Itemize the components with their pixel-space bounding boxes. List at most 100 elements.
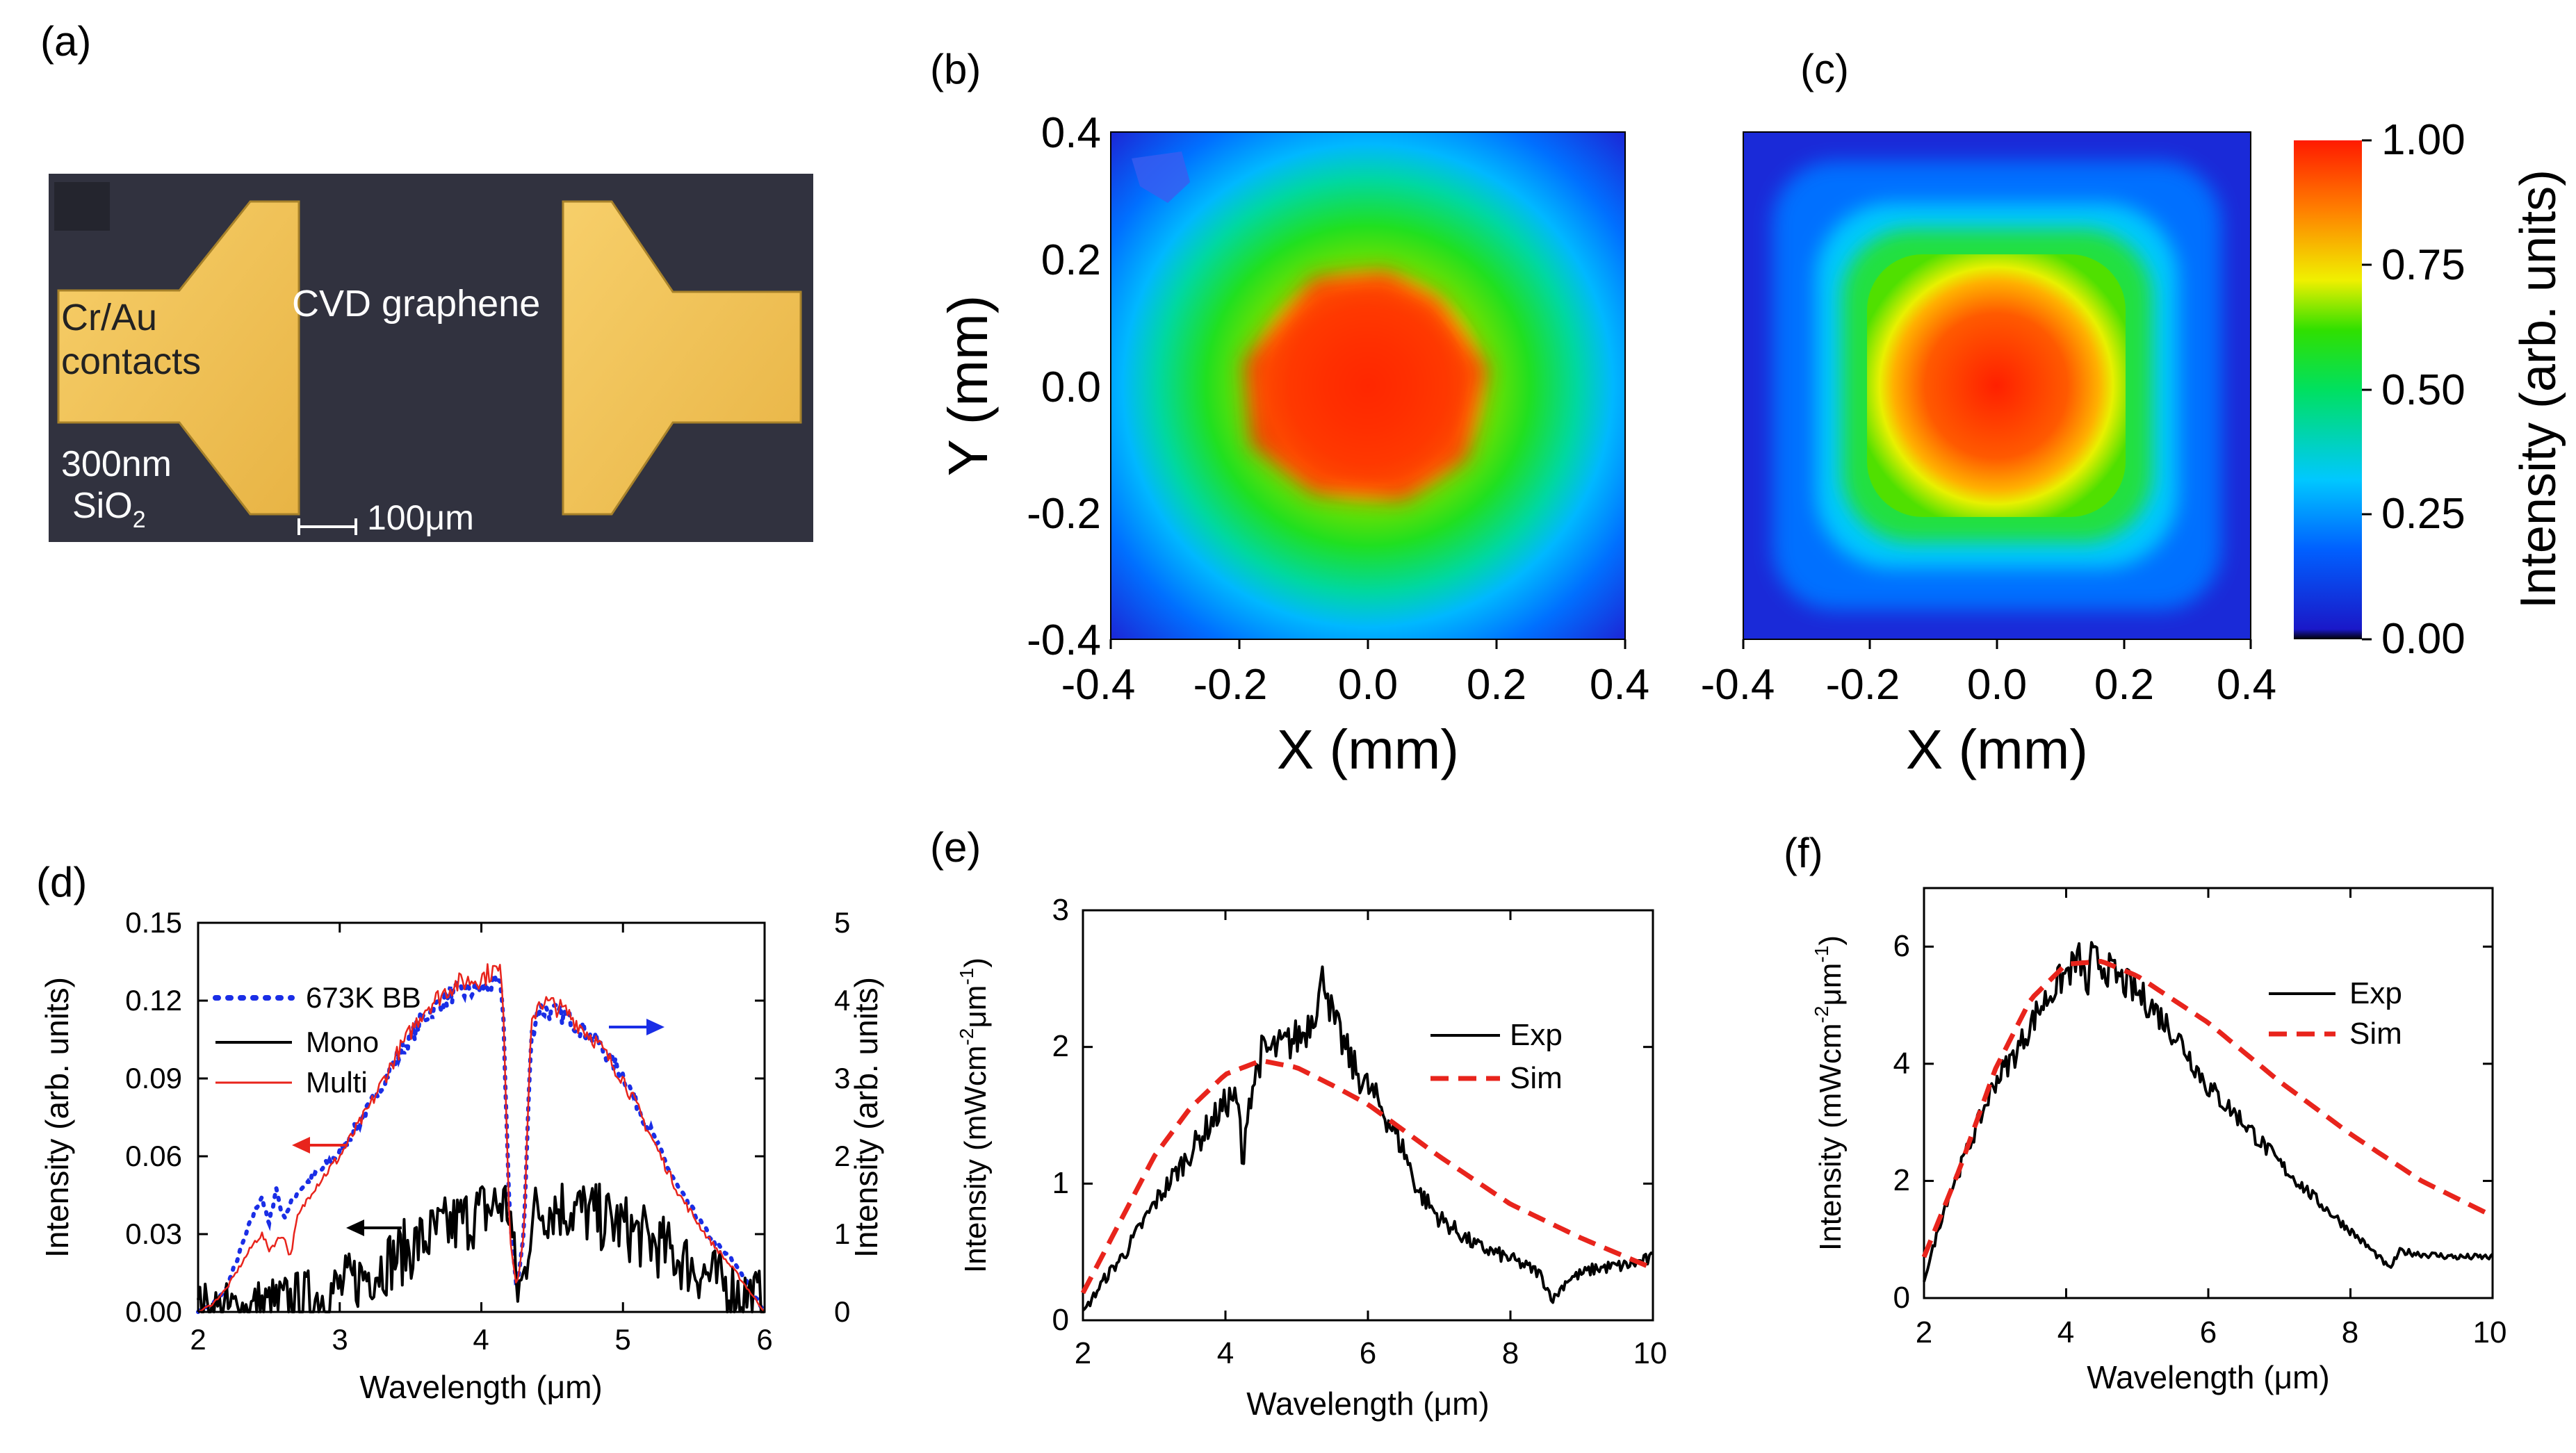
- scale-bar-label: 100μm: [367, 498, 474, 537]
- colorbar-tick-label: 0.50: [2381, 366, 2465, 414]
- heatmap-c-xtick-label: -0.2: [1826, 661, 1900, 709]
- chart-f-ylabel-end: ): [1813, 935, 1848, 946]
- colorbar-label: Intensity (arb. units): [2511, 170, 2566, 609]
- chart-e-ylabel-sup2: -1: [956, 968, 977, 985]
- chart-e-series-exp: [1082, 965, 1654, 1312]
- colorbar-gradient: [2294, 140, 2362, 639]
- colorbar-tick-label: 0.00: [2381, 615, 2465, 663]
- chart-e-xtick-label: 6: [1360, 1336, 1376, 1370]
- chart-e-xtick-label: 4: [1217, 1336, 1234, 1370]
- arrow-blue-right: [609, 1019, 665, 1035]
- chart-e-ylabel-mid: μm: [959, 985, 993, 1028]
- legend-label-exp: Exp: [2349, 976, 2402, 1010]
- colorbar-ticks: [2362, 139, 2372, 641]
- colorbar-tick-label: 0.25: [2381, 490, 2465, 538]
- chart-d-ytick-left: 0.09: [125, 1062, 182, 1094]
- heatmap-b-hotspot: [1244, 271, 1487, 500]
- chart-e-series-sim: [1080, 1058, 1654, 1295]
- legend-label-sim: Sim: [1510, 1061, 1563, 1095]
- legend-label-sim: Sim: [2349, 1017, 2402, 1051]
- chart-f-ylabel-base: Intensity (mWcm: [1813, 1023, 1848, 1251]
- chart-e-xtick-label: 2: [1075, 1336, 1091, 1370]
- heatmap-c-xtick-label: 0.2: [2094, 661, 2154, 709]
- panel-label-c: (c): [1800, 46, 1849, 92]
- chart-f-xtick-label: 2: [1916, 1315, 1932, 1349]
- chart-d-series-mono: [197, 1183, 765, 1313]
- graphene-label: CVD graphene: [292, 283, 540, 325]
- chart-d-xtick-label: 3: [332, 1323, 348, 1356]
- chart-d-xtick-label: 4: [473, 1323, 489, 1356]
- legend-label-mono: Mono: [306, 1026, 379, 1058]
- heatmap-b-ylabel: Y (mm): [937, 295, 999, 477]
- chart-f-ticks-group: [1923, 888, 2494, 1299]
- colorbar: 1.00 0.75 0.50 0.25 0.00 Intensity (arb.…: [2294, 116, 2566, 663]
- chart-e-ylabel-end: ): [959, 958, 993, 968]
- chart-e-ticks-group: [1082, 909, 1654, 1322]
- chart-f-xtick-label: 10: [2473, 1315, 2507, 1349]
- chart-d-xtick-label: 5: [614, 1323, 630, 1356]
- heatmap-b-ytick-label: 0.0: [1041, 363, 1101, 411]
- panel-label-e: (e): [930, 824, 981, 871]
- heatmap-c-core: [1867, 254, 2126, 517]
- chart-d-series-673k-bb: [196, 971, 767, 1314]
- chart-d-ylabel-left: Intensity (arb. units): [39, 977, 75, 1258]
- heatmap-b-xtick-label: -0.2: [1193, 661, 1268, 709]
- chart-f-ytick-label: 2: [1893, 1163, 1910, 1197]
- chart-d-ytick-right: 4: [834, 984, 850, 1017]
- contacts-label-line2: contacts: [61, 340, 201, 382]
- chart-d: 2 3 4 5 6 0.00 0.03 0.06 0.09 0.12 0.15 …: [39, 906, 884, 1405]
- chart-d-ytick-right: 2: [834, 1140, 850, 1172]
- chart-d-ticks-group: [197, 921, 766, 1313]
- heatmap-c: -0.4 -0.2 0.0 0.2 0.4 X (mm): [1701, 131, 2276, 780]
- chart-d-xtick-label: 2: [190, 1323, 206, 1356]
- heatmap-b-ytick-label: 0.2: [1041, 236, 1101, 284]
- oxide-label-sub: 2: [133, 507, 146, 533]
- chart-d-ytick-left: 0.03: [125, 1217, 182, 1250]
- heatmap-b-xtick-label: 0.0: [1338, 661, 1398, 709]
- heatmap-b-xtick-label: 0.4: [1590, 661, 1649, 709]
- chart-d-ytick-left: 0.12: [125, 984, 182, 1017]
- heatmap-b-xlabel: X (mm): [1277, 719, 1459, 780]
- substrate-corner-defect: [54, 182, 110, 231]
- heatmap-c-xtick-label: 0.4: [2217, 661, 2276, 709]
- chart-d-xtick-label: 6: [756, 1323, 772, 1356]
- heatmap-c-xtick-label: 0.0: [1967, 661, 2027, 709]
- chart-e-ytick-label: 2: [1052, 1029, 1069, 1063]
- heatmap-b-ytick-label: -0.2: [1027, 490, 1101, 538]
- heatmap-b-x-ticks: [1109, 639, 1627, 649]
- legend-label-multi: Multi: [306, 1066, 368, 1099]
- chart-d-ytick-left: 0.00: [125, 1295, 182, 1328]
- left-contact-pad: [57, 200, 300, 516]
- chart-f-ylabel-sup2: -1: [1811, 946, 1832, 963]
- heatmap-b-ytick-label: 0.4: [1041, 109, 1101, 157]
- chart-e: 2 4 6 8 10 0 1 2 3 Wavelength (μm) Inten…: [956, 893, 1667, 1422]
- chart-f-xtick-label: 4: [2057, 1315, 2074, 1349]
- chart-e-ytick-label: 3: [1052, 893, 1069, 927]
- legend-label-exp: Exp: [1510, 1018, 1563, 1052]
- panel-label-a: (a): [40, 18, 91, 65]
- scale-bar: [297, 518, 357, 535]
- heatmap-b-xtick-label: -0.4: [1061, 661, 1136, 709]
- micrograph-panel: Cr/Au contacts CVD graphene 300nm SiO2 1…: [49, 174, 813, 542]
- chart-d-ytick-right: 0: [834, 1295, 850, 1328]
- chart-e-xtick-label: 8: [1502, 1336, 1519, 1370]
- chart-f: 2 4 6 8 10 0 2 4 6 Wavelength (μm) Inten…: [1811, 887, 2507, 1395]
- chart-d-ytick-left: 0.06: [125, 1140, 182, 1172]
- heatmap-b-xtick-label: 0.2: [1467, 661, 1526, 709]
- chart-e-ytick-label: 1: [1052, 1166, 1069, 1200]
- chart-e-xtick-label: 10: [1633, 1336, 1668, 1370]
- chart-d-series-group: [196, 963, 767, 1314]
- chart-e-ytick-label: 0: [1052, 1303, 1069, 1337]
- chart-f-series-exp: [1923, 941, 2494, 1283]
- chart-f-ylabel: Intensity (mWcm-2μm-1): [1811, 935, 1848, 1251]
- chart-f-series-group: [1921, 941, 2494, 1283]
- chart-f-xtick-label: 6: [2200, 1315, 2217, 1349]
- chart-f-ytick-label: 6: [1893, 929, 1910, 963]
- heatmap-c-xlabel: X (mm): [1906, 719, 2088, 780]
- chart-f-xlabel: Wavelength (μm): [2087, 1359, 2329, 1395]
- panel-label-d: (d): [36, 859, 87, 905]
- chart-d-ytick-left: 0.15: [125, 906, 182, 939]
- chart-e-series-group: [1080, 965, 1654, 1312]
- heatmap-b-ytick-label: -0.4: [1027, 616, 1101, 664]
